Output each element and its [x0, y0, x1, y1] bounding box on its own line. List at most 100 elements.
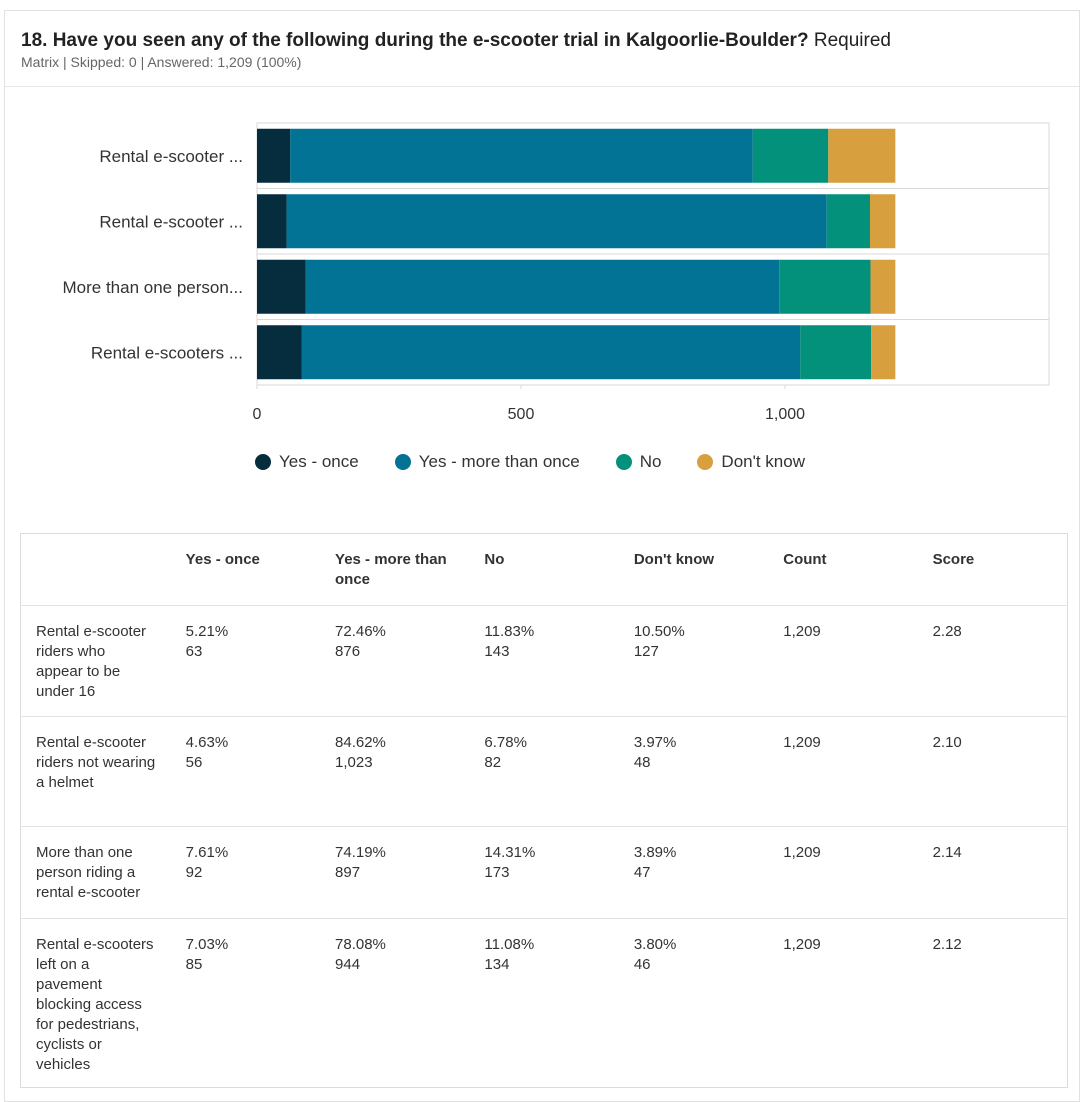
cell-count: 134 — [484, 955, 510, 973]
header-no: No — [469, 534, 619, 606]
bar-segment-no — [779, 259, 871, 314]
cell-count: 47 — [633, 863, 651, 881]
cell-percent: 14.31% — [484, 843, 536, 861]
legend-label: No — [639, 452, 662, 471]
cell-dont-know: 10.50% 127 — [618, 605, 769, 717]
cell-percent: 6.78% — [484, 733, 527, 751]
cell-percent: 72.46% — [335, 622, 386, 640]
header-yes-once: Yes - once — [170, 534, 321, 606]
cell-total-count: 1,209 — [768, 716, 918, 827]
cell-count: 48 — [633, 753, 651, 771]
cell-count: 46 — [633, 955, 651, 973]
cell-yes-once: 4.63% 56 — [170, 716, 321, 827]
cell-score: 2.12 — [932, 935, 962, 953]
cell-no: 14.31% 173 — [469, 826, 619, 919]
legend-item-yes-once[interactable]: Yes - once — [255, 452, 359, 472]
bar-segment-dont-know — [870, 194, 896, 249]
question-header: 18. Have you seen any of the following d… — [5, 11, 1079, 87]
cell-count: 85 — [185, 955, 203, 973]
cell-count: 127 — [633, 642, 659, 660]
row-label: More than one person riding a rental e-s… — [21, 826, 171, 919]
cell-yes-more: 74.19% 897 — [320, 826, 470, 919]
header-yes-more: Yes - more than once — [320, 534, 470, 606]
stacked-bar-chart: 0 500 1,000 Rental e-scooter ... Rental e-sc… — [62, 122, 1050, 423]
cell-total-count: 1,209 — [768, 605, 918, 717]
bar-segment-no — [752, 128, 829, 183]
header-empty — [21, 534, 171, 606]
category-label: More than one person... — [62, 278, 243, 297]
cell-count: 92 — [185, 863, 203, 881]
question-card: 18. Have you seen any of the following d… — [4, 10, 1080, 1102]
bar-segment-yes-once — [257, 194, 287, 249]
legend-item-dont-know[interactable]: Don't know — [697, 452, 805, 472]
chart-legend: Yes - once Yes - more than once No Don't… — [255, 451, 805, 473]
x-tick-label: 0 — [253, 406, 262, 423]
question-text: 18. Have you seen any of the following d… — [21, 30, 809, 51]
question-title: 18. Have you seen any of the following d… — [21, 29, 1079, 53]
x-tick-label: 1,000 — [765, 406, 805, 423]
cell-no: 11.08% 134 — [469, 918, 618, 1087]
bar-segment-yes-once — [257, 259, 306, 314]
cell-score: 2.14 — [917, 826, 1067, 919]
cell-count: 63 — [185, 642, 203, 660]
cell-percent: 5.21% — [185, 622, 229, 640]
table-row: Rental e-scooter riders not wearing a he… — [21, 716, 1067, 827]
row-label: Rental e-scooter riders who appear to be… — [21, 605, 171, 717]
cell-percent: 11.83% — [484, 622, 535, 640]
cell-score: 2.10 — [917, 716, 1067, 827]
cell-no: 6.78% 82 — [469, 716, 619, 827]
table-row: Rental e-scooter riders who appear to be… — [21, 605, 1067, 717]
cell-percent: 84.62% — [335, 733, 386, 751]
cell-count: 897 — [335, 863, 361, 881]
legend-item-no[interactable]: No — [615, 452, 662, 472]
results-table: Yes - once Yes - more than once No Don't… — [21, 534, 1067, 1087]
cell-count: 876 — [335, 642, 361, 660]
question-meta: Matrix | Skipped: 0 | Answered: 1,209 (1… — [21, 54, 302, 70]
cell-yes-more: 72.46% 876 — [320, 605, 470, 717]
category-label: Rental e-scooters ... — [91, 343, 243, 362]
cell-yes-once: 5.21% 63 — [170, 605, 321, 717]
bar-segment-dont-know — [871, 325, 896, 380]
row-label: Rental e-scooter riders not wearing a he… — [21, 716, 171, 827]
cell-total-count: 1,209 — [768, 826, 918, 919]
cell-yes-more: 78.08% 944 — [320, 918, 469, 1087]
cell-dont-know: 3.97% 48 — [618, 716, 769, 827]
bar-segment-yes-more — [301, 325, 801, 380]
bar-segment-yes-more — [286, 194, 827, 249]
cell-count: 944 — [335, 955, 361, 973]
legend-label: Yes - once — [279, 452, 359, 471]
cell-percent: 10.50% — [633, 622, 685, 640]
header-score: Score — [917, 534, 1067, 606]
cell-percent: 3.97% — [633, 733, 677, 751]
cell-no: 11.83% 143 — [469, 605, 619, 717]
legend-swatch-yes-once — [255, 454, 271, 470]
cell-score: 2.28 — [917, 605, 1067, 717]
bar-segment-yes-more — [290, 128, 753, 183]
legend-item-yes-more[interactable]: Yes - more than once — [394, 452, 580, 472]
cell-count: 1,023 — [335, 753, 373, 771]
cell-percent: 3.80% — [633, 935, 677, 953]
cell-percent: 7.61% — [185, 843, 229, 861]
legend-swatch-no — [615, 454, 632, 470]
cell-count: 82 — [484, 753, 502, 771]
legend-label: Yes - more than once — [418, 452, 580, 471]
cell-dont-know: 3.80% 46 — [619, 918, 768, 1087]
cell-percent: 7.03% — [185, 935, 229, 953]
legend-swatch-yes-more — [394, 454, 411, 470]
bar-segment-no — [826, 194, 871, 249]
required-label: Required — [813, 30, 891, 51]
cell-count: 56 — [185, 753, 203, 771]
bar-segment-yes-once — [257, 128, 291, 183]
legend-label: Don't know — [721, 452, 805, 471]
results-table-container: Yes - once Yes - more than once No Don't… — [20, 533, 1068, 1088]
cell-total-count: 1,209 — [783, 935, 821, 953]
cell-percent: 11.08% — [484, 935, 535, 953]
cell-count: 173 — [484, 863, 510, 881]
legend-swatch-dont-know — [697, 454, 714, 470]
cell-yes-once: 7.61% 92 — [170, 826, 321, 919]
cell-yes-once: 7.03% 85 — [171, 918, 320, 1087]
cell-percent: 74.19% — [335, 843, 386, 861]
bar-segment-yes-more — [305, 259, 780, 314]
table-row: Rental e-scooters left on a pavement blo… — [21, 918, 1067, 1087]
header-dont-know: Don't know — [618, 534, 769, 606]
